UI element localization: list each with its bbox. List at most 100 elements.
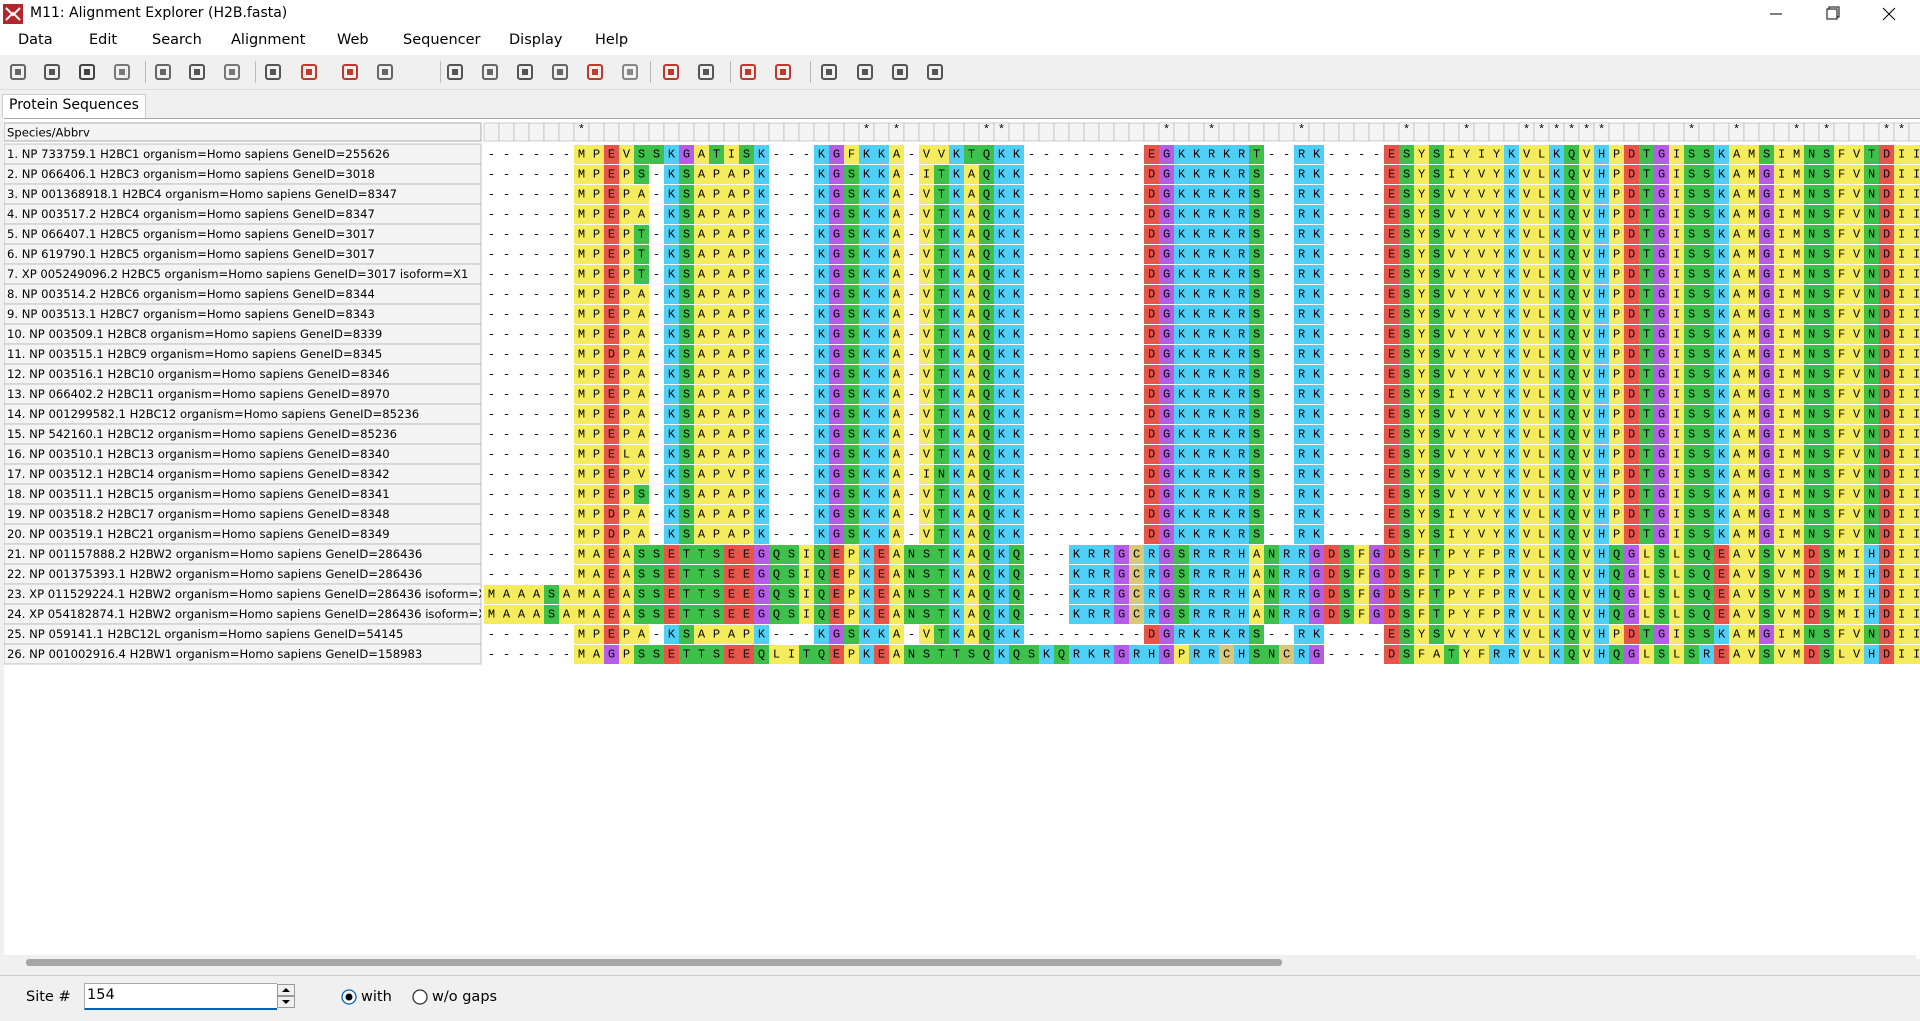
- toolbar-button[interactable]: [340, 62, 360, 82]
- sequence-name[interactable]: 3. NP 001368918.1 H2BC4 organism=Homo sa…: [7, 187, 397, 201]
- toolbar-icon: [775, 64, 791, 80]
- tab[interactable]: Protein Sequences: [2, 94, 146, 118]
- residue-cell: [1309, 545, 1324, 564]
- toolbar-button[interactable]: [263, 62, 283, 82]
- menu-item[interactable]: Search: [152, 32, 202, 48]
- menu-item[interactable]: Help: [595, 32, 629, 48]
- sequence-name[interactable]: 8. NP 003514.2 H2BC6 organism=Homo sapie…: [7, 287, 375, 301]
- residue-cell: [1654, 185, 1669, 204]
- residue-cell: [1459, 365, 1474, 384]
- toolbar-button[interactable]: [819, 62, 839, 82]
- toolbar-button[interactable]: [925, 62, 945, 82]
- residue-cell: [1429, 265, 1444, 284]
- toolbar-button[interactable]: [375, 62, 395, 82]
- sequence-name[interactable]: 13. NP 066402.2 H2BC11 organism=Homo sap…: [7, 387, 390, 401]
- sequence: ------MPEPT-KSAPAPK---KGSKKA-VTKAQKK----…: [488, 268, 1920, 282]
- toolbar-button[interactable]: [620, 62, 640, 82]
- sequence-name[interactable]: 23. XP 011529224.1 H2BW2 organism=Homo s…: [7, 587, 494, 601]
- scroll-thumb[interactable]: [26, 959, 1282, 966]
- residue-cell: [1714, 225, 1729, 244]
- sequence-name[interactable]: 11. NP 003515.1 H2BC9 organism=Homo sapi…: [7, 347, 382, 361]
- radio-button[interactable]: [340, 988, 358, 1006]
- sequence-name[interactable]: 2. NP 066406.1 H2BC3 organism=Homo sapie…: [7, 167, 375, 181]
- sequence-name[interactable]: 22. NP 001375393.1 H2BW2 organism=Homo s…: [7, 567, 422, 581]
- residue-cell: [979, 465, 994, 484]
- sequence-name[interactable]: 4. NP 003517.2 H2BC4 organism=Homo sapie…: [7, 207, 375, 221]
- residue-cell: [709, 145, 724, 164]
- residue-cell: [1309, 205, 1324, 224]
- residue-cell: [1654, 305, 1669, 324]
- sequence-name[interactable]: 9. NP 003513.1 H2BC7 organism=Homo sapie…: [7, 307, 375, 321]
- sequence-name[interactable]: 25. NP 059141.1 H2BC12L organism=Homo sa…: [7, 627, 403, 641]
- menu-item[interactable]: Data: [18, 32, 53, 48]
- menu-item[interactable]: Edit: [89, 32, 118, 48]
- toolbar-button[interactable]: [112, 62, 132, 82]
- sequence-name[interactable]: 21. NP 001157888.2 H2BW2 organism=Homo s…: [7, 547, 422, 561]
- close-button[interactable]: [1882, 7, 1896, 21]
- sequence-name[interactable]: 10. NP 003509.1 H2BC8 organism=Homo sapi…: [7, 327, 382, 341]
- sequence-name[interactable]: 6. NP 619790.1 H2BC5 organism=Homo sapie…: [7, 247, 375, 261]
- menu-item[interactable]: Web: [337, 32, 369, 48]
- toolbar-button[interactable]: [855, 62, 875, 82]
- sequence-name[interactable]: 14. NP 001299582.1 H2BC12 organism=Homo …: [7, 407, 419, 421]
- residue-cell: [919, 305, 934, 324]
- residue-cell: [1384, 285, 1399, 304]
- sequence-name[interactable]: 7. XP 005249096.2 H2BC5 organism=Homo sa…: [7, 267, 468, 281]
- toolbar-button[interactable]: [890, 62, 910, 82]
- residue-cell: [1684, 605, 1699, 624]
- toolbar-button[interactable]: [187, 62, 207, 82]
- site-input[interactable]: 154: [84, 983, 295, 1010]
- menu-item[interactable]: Display: [509, 32, 563, 48]
- sequence-name[interactable]: 17. NP 003512.1 H2BC14 organism=Homo sap…: [7, 467, 390, 481]
- sequence-name[interactable]: 16. NP 003510.1 H2BC13 organism=Homo sap…: [7, 447, 390, 461]
- toolbar-button[interactable]: [696, 62, 716, 82]
- residue-cell: [1894, 265, 1909, 284]
- residue-cell: [1189, 565, 1204, 584]
- toolbar-button[interactable]: [299, 62, 319, 82]
- sequence-name[interactable]: 24. XP 054182874.1 H2BW2 organism=Homo s…: [7, 607, 494, 621]
- restore-button[interactable]: [1826, 6, 1840, 20]
- residue-cell: [1459, 565, 1474, 584]
- toolbar-button[interactable]: [153, 62, 173, 82]
- residue-cell: [1489, 285, 1504, 304]
- residue-cell: [1474, 605, 1489, 624]
- radio-label[interactable]: with: [361, 989, 392, 1005]
- toolbar-button[interactable]: [738, 62, 758, 82]
- toolbar-button[interactable]: [480, 62, 500, 82]
- toolbar-button[interactable]: [550, 62, 570, 82]
- residue-cell: [1159, 625, 1174, 644]
- sequence-name[interactable]: 5. NP 066407.1 H2BC5 organism=Homo sapie…: [7, 227, 375, 241]
- toolbar-button[interactable]: [445, 62, 465, 82]
- sequence-name[interactable]: 15. NP 542160.1 H2BC12 organism=Homo sap…: [7, 427, 397, 441]
- sequence-name[interactable]: 18. NP 003511.1 H2BC15 organism=Homo sap…: [7, 487, 390, 501]
- sequence-name[interactable]: 1. NP 733759.1 H2BC1 organism=Homo sapie…: [7, 147, 390, 161]
- residue-cell: [1639, 225, 1654, 244]
- residue-cell: [1309, 625, 1324, 644]
- toolbar-button[interactable]: [222, 62, 242, 82]
- residue-cell: [799, 545, 814, 564]
- toolbar-button[interactable]: [661, 62, 681, 82]
- residue-cell: [589, 585, 604, 604]
- toolbar-button[interactable]: [77, 62, 97, 82]
- residue-cell: [1369, 605, 1384, 624]
- sequence-name[interactable]: 20. NP 003519.1 H2BC21 organism=Homo sap…: [7, 527, 390, 541]
- radio-label[interactable]: w/o gaps: [432, 989, 498, 1005]
- residue-cell: [949, 225, 964, 244]
- sequence-name[interactable]: 19. NP 003518.2 H2BC17 organism=Homo sap…: [7, 507, 390, 521]
- toolbar-button[interactable]: [515, 62, 535, 82]
- menu-item[interactable]: Alignment: [231, 32, 306, 48]
- sequence-name[interactable]: 12. NP 003516.1 H2BC10 organism=Homo sap…: [7, 367, 390, 381]
- residue-cell: [1099, 585, 1114, 604]
- menu-item[interactable]: Sequencer: [403, 32, 481, 48]
- toolbar-button[interactable]: [8, 62, 28, 82]
- residue-cell: [1564, 405, 1579, 424]
- residue-cell: [1759, 385, 1774, 404]
- sequence-name[interactable]: 26. NP 001002916.4 H2BW1 organism=Homo s…: [7, 647, 422, 661]
- residue-cell: [1579, 365, 1594, 384]
- radio-button[interactable]: [411, 988, 429, 1006]
- toolbar-button[interactable]: [585, 62, 605, 82]
- toolbar-button[interactable]: [42, 62, 62, 82]
- site-spinner[interactable]: [277, 984, 295, 1008]
- toolbar-button[interactable]: [773, 62, 793, 82]
- horizontal-scrollbar[interactable]: [4, 955, 1916, 971]
